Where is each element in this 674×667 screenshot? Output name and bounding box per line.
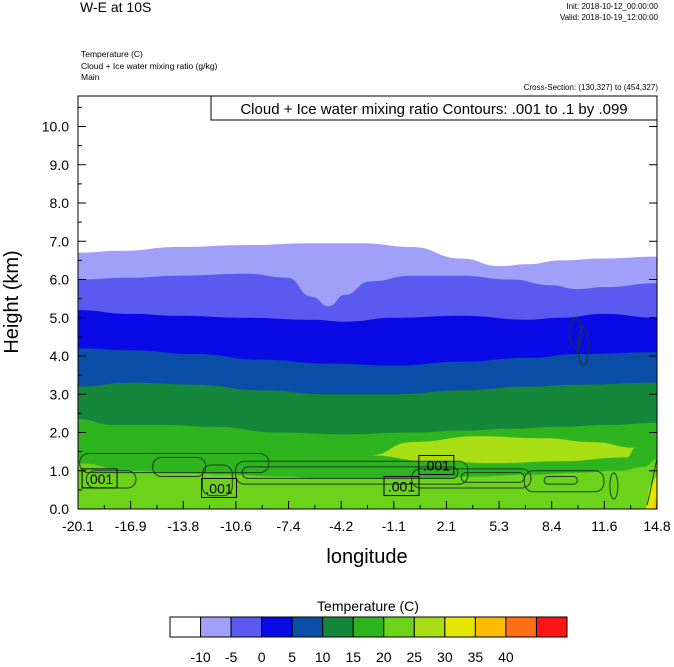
x-tick-label: 11.6 [591,518,617,534]
model-label: Main [81,72,100,82]
init-time: Init: 2018-10-12_00:00:00 [566,2,658,11]
contour-label-box [383,476,420,497]
x-tick-label: -10.6 [220,518,252,534]
x-tick-label: 2.1 [437,518,457,534]
colorbar-swatch [383,616,415,638]
cloud-contour [79,453,270,474]
colorbar-label: 40 [498,649,514,665]
colorbar-label: 5 [288,649,296,665]
colorbar-label: 0 [258,649,266,665]
y-tick-label: 9.0 [50,157,70,173]
x-tick-label: -13.8 [167,518,199,534]
y-axis-label: Height (km) [1,250,23,353]
x-tick-label: 5.3 [489,518,509,534]
colorbar-swatch [413,616,446,638]
x-axis: -20.1 -16.9 -13.8 -10.6 -7.4 -4.2 -1.1 2.1 5.3 8.… [62,501,671,534]
cloud-contour [523,470,605,493]
cloud-contour [543,475,578,485]
colorbar-label: 10 [315,649,331,665]
colorbar-label: 35 [468,649,484,665]
y-tick-label: 6.0 [50,272,70,288]
cloud-contour [201,464,233,497]
colorbar-swatch [230,616,263,638]
x-tick-label: 8.4 [542,518,562,534]
y-axis: 0.0 1.0 2.0 3.0 4.0 5.0 6.0 7.0 8.0 9.0 10.0 [42,106,657,517]
colorbar [169,616,568,638]
y-tick-label: 8.0 [50,195,70,211]
cloud-contour [577,326,589,366]
cloud-contour [609,472,619,500]
field-cloud-label: Cloud + Ice water mixing ratio (g/kg) [81,61,218,71]
y-tick-label: 4.0 [50,348,70,364]
field-temperature-label: Temperature (C) [81,49,143,59]
y-tick-label: 0.0 [50,501,70,517]
colorbar-swatch [505,616,537,638]
contour-label: .001 [388,479,415,495]
colorbar-swatch [352,616,385,638]
colorbar-swatch [444,616,476,638]
cloud-contour-layer [79,317,657,506]
x-tick-label: -1.1 [382,518,406,534]
y-tick-label: 7.0 [50,233,70,249]
cloud-contour [410,468,532,489]
colorbar-label: 20 [376,649,392,665]
contour-label-box [418,455,455,476]
colorbar-swatch [474,616,507,638]
y-tick-label: 10.0 [42,119,69,135]
contour-info-text: Cloud + Ice water mixing ratio Contours:… [240,101,627,118]
colorbar-swatch [535,616,568,638]
x-tick-label: -7.4 [276,518,300,534]
colorbar-label: 25 [407,649,423,665]
colorbar-swatch [200,616,232,638]
contour-info-box: Cloud + Ice water mixing ratio Contours:… [210,95,658,121]
contour-label: .001 [205,480,232,496]
y-tick-label: 1.0 [50,463,70,479]
y-tick-label: 2.0 [50,425,70,441]
valid-time: Valid: 2018-10-19_12:00:00 [559,13,658,22]
colorbar-labels: -10 -5 0 5 10 15 20 25 30 35 40 [190,649,513,665]
y-tick-label: 3.0 [50,386,70,402]
colorbar-label: -10 [190,649,210,665]
contour-label-box [81,468,118,489]
contour-info-frame [210,95,658,121]
x-tick-label: -4.2 [329,518,353,534]
colorbar-swatch [291,616,324,638]
colorbar-label: -5 [225,649,238,665]
x-tick-label: -20.1 [62,518,94,534]
colorbar-label: 15 [345,649,361,665]
x-tick-label: 14.8 [643,518,670,534]
chart-title: W-E at 10S [80,0,152,15]
colorbar-swatch [261,616,293,638]
contour-label-box [201,477,238,498]
contour-label: .001 [86,471,113,487]
colorbar-swatch [322,616,354,638]
temperature-band-10 [652,495,657,509]
x-axis-label: longitude [326,546,407,568]
y-tick-label: 5.0 [50,310,70,326]
temperature-fill-layer [78,96,657,509]
colorbar-swatch [169,616,202,638]
colorbar-label: 30 [437,649,453,665]
cross-section-label: Cross-Section: (130,327) to (454,327) [523,83,658,92]
colorbar-title: Temperature (C) [317,598,419,614]
cloud-contour [241,466,459,479]
x-tick-label: -16.9 [115,518,147,534]
temperature-band-8 [370,436,636,464]
contour-label: .001 [423,458,450,474]
contour-labels: .001 .001 .001 .001 [81,455,455,498]
cloud-contour [569,317,583,349]
